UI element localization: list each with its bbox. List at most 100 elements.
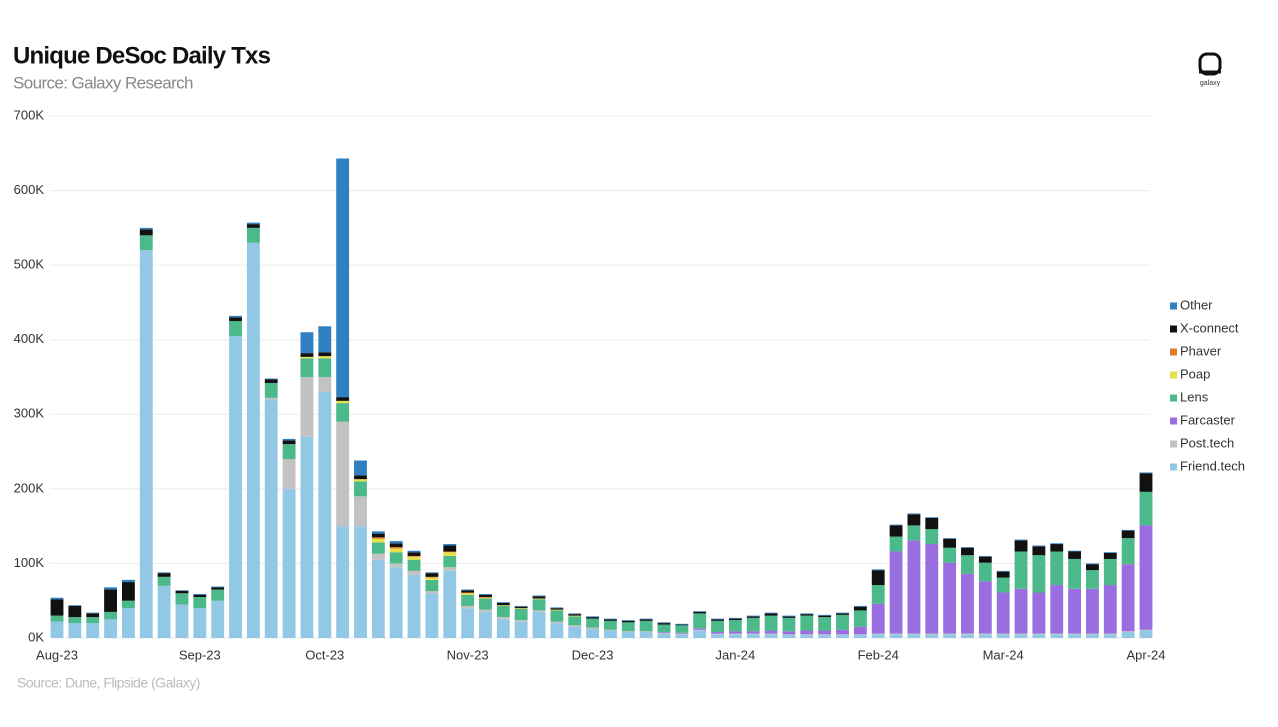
bar-segment bbox=[121, 608, 135, 638]
x-tick-label: Oct-23 bbox=[305, 647, 344, 662]
bar-segment bbox=[603, 630, 617, 638]
bar-segment bbox=[1103, 558, 1117, 586]
bar-segment bbox=[354, 479, 367, 482]
bar-segment bbox=[550, 623, 564, 638]
x-tick-label: Feb-24 bbox=[858, 647, 899, 662]
bar-segment bbox=[389, 567, 403, 638]
bar-segment bbox=[871, 585, 885, 604]
bar-segment bbox=[443, 567, 457, 571]
bar-segment bbox=[550, 608, 564, 610]
bar-segment bbox=[300, 353, 314, 357]
bar-segment bbox=[139, 235, 153, 251]
bar-segment bbox=[907, 514, 921, 526]
bar-segment bbox=[104, 611, 117, 620]
bar-segment bbox=[282, 459, 296, 489]
bar-segment bbox=[139, 227, 153, 230]
bar-segment bbox=[496, 602, 510, 606]
bar-segment bbox=[264, 379, 278, 383]
bar-segment bbox=[800, 613, 814, 615]
bar-segment bbox=[1050, 585, 1064, 634]
bar-segment bbox=[407, 559, 421, 571]
bar-segment bbox=[728, 631, 742, 634]
bar-segment bbox=[568, 615, 582, 617]
bar-segment bbox=[479, 609, 492, 612]
bar-segment bbox=[1139, 630, 1153, 638]
bar-segment bbox=[818, 635, 832, 638]
bar-segment bbox=[961, 633, 974, 635]
bar-segment bbox=[1068, 550, 1082, 552]
bar-segment bbox=[1014, 588, 1028, 634]
bar-segment bbox=[621, 631, 635, 633]
bar-segment bbox=[211, 600, 225, 638]
bar-segment bbox=[711, 634, 724, 638]
bar-segment bbox=[836, 634, 849, 636]
bar-segment bbox=[693, 628, 707, 630]
bar-segment bbox=[871, 569, 885, 571]
bar-segment bbox=[800, 634, 814, 636]
bar-segment bbox=[746, 631, 760, 634]
bar-segment bbox=[996, 592, 1010, 634]
bar-segment bbox=[1050, 551, 1064, 586]
bar-segment bbox=[711, 620, 724, 633]
bar-segment bbox=[246, 227, 260, 243]
bar-segment bbox=[853, 610, 867, 627]
bar-segment bbox=[782, 616, 796, 618]
bar-segment bbox=[496, 602, 510, 603]
bar-segment bbox=[121, 600, 135, 609]
bar-segment bbox=[693, 611, 707, 612]
bar-segment bbox=[407, 550, 421, 553]
bar-segment bbox=[371, 538, 385, 543]
bar-segment bbox=[479, 594, 492, 595]
legend-swatch bbox=[1170, 417, 1177, 425]
bar-segment bbox=[746, 615, 760, 617]
bar-segment bbox=[657, 623, 671, 625]
bar-segment bbox=[425, 579, 439, 592]
bar-segment bbox=[639, 618, 653, 620]
bar-segment bbox=[157, 573, 171, 577]
bar-segment bbox=[996, 571, 1010, 578]
bar-segment bbox=[836, 614, 849, 630]
bar-segment bbox=[211, 589, 225, 601]
x-tick-label: Apr-24 bbox=[1126, 647, 1165, 662]
bar-segment bbox=[425, 591, 439, 594]
bar-segment bbox=[746, 634, 760, 638]
bar-segment bbox=[1068, 588, 1082, 634]
bar-segment bbox=[943, 633, 957, 635]
bar-segment bbox=[568, 613, 582, 615]
bar-segment bbox=[1014, 633, 1028, 635]
bar-segment bbox=[336, 400, 350, 404]
bar-segment bbox=[443, 552, 457, 556]
legend-label: Poap bbox=[1180, 366, 1210, 381]
bar-segment bbox=[1139, 491, 1153, 526]
bar-segment bbox=[407, 552, 421, 556]
bar-segment bbox=[461, 608, 475, 638]
bar-segment bbox=[568, 616, 582, 626]
bar-segment bbox=[354, 481, 367, 497]
bar-segment bbox=[711, 618, 724, 620]
bar-segment bbox=[425, 577, 439, 580]
bar-segment bbox=[586, 616, 600, 618]
bar-segment bbox=[1103, 633, 1117, 635]
bar-segment bbox=[68, 605, 82, 618]
bar-segment bbox=[871, 570, 885, 586]
bar-segment bbox=[461, 589, 475, 591]
bar-segment bbox=[104, 619, 117, 638]
bar-segment bbox=[764, 633, 778, 635]
x-tick-label: Nov-23 bbox=[447, 647, 489, 662]
bar-segment bbox=[603, 629, 617, 631]
x-tick-label: Aug-23 bbox=[36, 647, 78, 662]
y-tick-label: 100K bbox=[14, 555, 45, 570]
bar-segment bbox=[371, 533, 385, 538]
bar-segment bbox=[193, 594, 207, 597]
bar-segment bbox=[1121, 529, 1135, 531]
bar-segment bbox=[746, 617, 760, 632]
bar-segment bbox=[657, 632, 671, 634]
bar-segment bbox=[568, 626, 582, 638]
bar-segment bbox=[818, 634, 832, 636]
bar-segment bbox=[639, 631, 653, 633]
bar-segment bbox=[1086, 563, 1099, 565]
bar-segment bbox=[1014, 540, 1028, 552]
bar-segment bbox=[389, 563, 403, 568]
bar-segment bbox=[889, 551, 903, 634]
